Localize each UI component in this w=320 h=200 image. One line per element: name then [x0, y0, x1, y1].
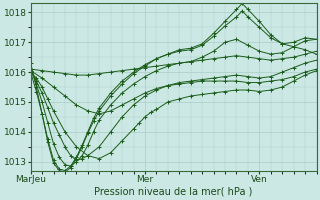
X-axis label: Pression niveau de la mer( hPa ): Pression niveau de la mer( hPa ): [94, 187, 253, 197]
